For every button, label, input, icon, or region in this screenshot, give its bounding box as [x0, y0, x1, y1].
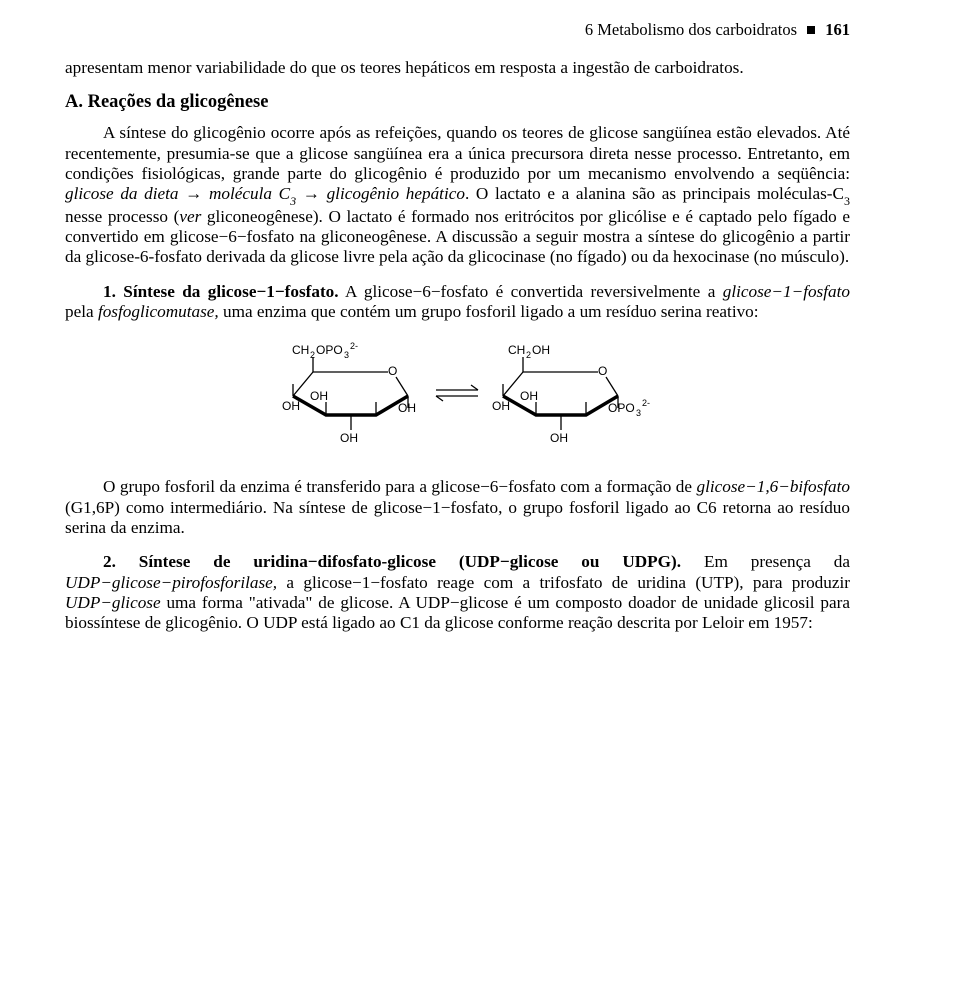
svg-text:OH: OH [550, 431, 568, 445]
svg-text:OPO: OPO [316, 343, 343, 357]
header-title: Metabolismo dos carboidratos [597, 20, 797, 39]
p1-seq-a: glicose da dieta [65, 184, 179, 203]
svg-text:OH: OH [532, 343, 550, 357]
p1-seq-c: glicogênio hepático [327, 184, 465, 203]
p2-c: glicose−1−fosfato [723, 282, 850, 301]
svg-text:2: 2 [526, 350, 531, 360]
p3-b: (G1,6P) como intermediário. Na síntese d… [65, 498, 850, 537]
svg-text:CH: CH [508, 343, 525, 357]
equilibrium-arrow-icon [436, 385, 478, 401]
section-a-title: A. Reações da glicogênese [65, 92, 850, 113]
right-structure: CH2OH O OH OH OPO32- OH [492, 343, 650, 445]
p4-f: uma forma "ativada" de glicose. A UDP−gl… [65, 593, 850, 632]
header-bullet-icon [807, 26, 815, 34]
p4-d: a glicose−1−fosfato reage com a trifosfa… [277, 573, 850, 592]
p1-text-a: A síntese do glicogênio ocorre após as r… [65, 123, 850, 183]
header-chapter: 6 [585, 20, 593, 39]
paragraph-3: O grupo fosforil da enzima é transferido… [65, 477, 850, 538]
svg-text:OH: OH [282, 399, 300, 413]
paragraph-2: 1. Síntese da glicose−1−fosfato. A glico… [65, 282, 850, 323]
svg-text:OH: OH [520, 389, 538, 403]
svg-text:OH: OH [310, 389, 328, 403]
intro-text: apresentam menor variabilidade do que os… [65, 58, 744, 77]
intro-paragraph: apresentam menor variabilidade do que os… [65, 58, 850, 78]
svg-text:OPO: OPO [608, 401, 635, 415]
p1-seq-b: molécula C [209, 184, 290, 203]
svg-text:OH: OH [492, 399, 510, 413]
paragraph-4: 2. Síntese de uridina−difosfato-glicose … [65, 552, 850, 633]
left-structure: CH2OPO32- O OH OH OH [282, 341, 416, 445]
running-header: 6 Metabolismo dos carboidratos 161 [65, 20, 850, 40]
svg-text:2-: 2- [350, 341, 358, 351]
paragraph-1: A síntese do glicogênio ocorre após as r… [65, 123, 850, 267]
chemical-diagram: CH2OPO32- O OH OH OH [248, 340, 668, 455]
header-page-number: 161 [825, 20, 850, 39]
svg-text:CH: CH [292, 343, 309, 357]
p2-f: uma enzima que contém um grupo fosforil … [219, 302, 759, 321]
p1-ver: ver [179, 207, 201, 226]
p4-b: Em presença da [681, 552, 850, 571]
p4-e: UDP−glicose [65, 593, 161, 612]
svg-text:O: O [598, 364, 607, 378]
svg-text:OH: OH [340, 431, 358, 445]
p3-a: O grupo fosforil da enzima é transferido… [103, 477, 696, 496]
chemical-diagram-wrap: CH2OPO32- O OH OH OH [65, 340, 850, 455]
p2-b: A glicose−6−fosfato é convertida reversi… [339, 282, 723, 301]
p4-bold: 2. Síntese de uridina−difosfato-glicose … [103, 552, 681, 571]
svg-text:O: O [388, 364, 397, 378]
p2-d: pela [65, 302, 98, 321]
svg-text:3: 3 [636, 408, 641, 418]
svg-text:2-: 2- [642, 398, 650, 408]
p4-c: UDP−glicose−pirofosforilase, [65, 573, 277, 592]
svg-text:3: 3 [344, 350, 349, 360]
p1-text-b: . O lactato e a alanina são as principai… [465, 184, 844, 203]
p3-italic: glicose−1,6−bifosfato [696, 477, 850, 496]
section-a-text: A. Reações da glicogênese [65, 92, 268, 112]
p1-text-c: nesse processo ( [65, 207, 179, 226]
p2-bold: 1. Síntese da glicose−1−fosfato. [103, 282, 339, 301]
svg-text:OH: OH [398, 401, 416, 415]
p2-e: fosfoglicomutase, [98, 302, 219, 321]
page: 6 Metabolismo dos carboidratos 161 apres… [0, 0, 960, 983]
